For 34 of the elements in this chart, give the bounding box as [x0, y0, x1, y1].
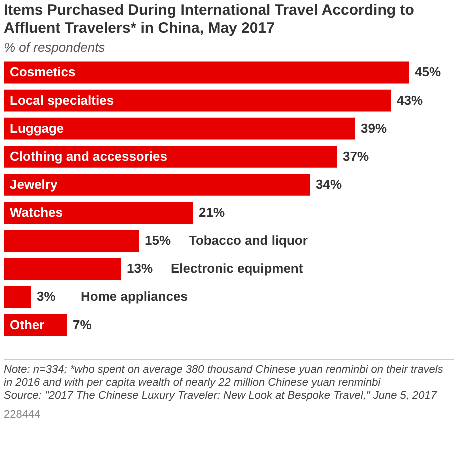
- chart-title: Items Purchased During International Travel According to Affluent Travelers* in China, May 2017: [4, 2, 416, 38]
- y-tick-label: Watches: [10, 205, 63, 220]
- text: 228444: [4, 409, 42, 422]
- data-label: 21%: [199, 205, 226, 220]
- bar: [4, 258, 121, 280]
- bar: [4, 118, 355, 140]
- data-label: 39%: [361, 120, 388, 136]
- bar: [4, 202, 193, 224]
- text: Note: n=334; *who spent on average 380 thousand Chinese yuan renminbi on their travels in 2016 and with per capita wealth of nearly 22 million Chinese yuan renminbi: [4, 364, 444, 390]
- data-label: 43%: [397, 92, 424, 108]
- y-tick-label: Cosmetics: [10, 64, 76, 80]
- y-tick-label: Jewelry: [10, 176, 58, 192]
- bar: [4, 230, 139, 252]
- y-tick-label: Home appliances: [81, 289, 188, 304]
- bar: [4, 286, 31, 308]
- data-label: 37%: [343, 148, 370, 164]
- data-label: 7%: [73, 317, 92, 332]
- y-tick-label: Luggage: [10, 120, 64, 136]
- y-tick-label: Other: [10, 317, 45, 332]
- y-tick-label: Tobacco and liquor: [189, 233, 308, 248]
- data-label: 15%: [145, 233, 172, 248]
- data-label: 45%: [415, 64, 442, 80]
- data-label: 13%: [127, 261, 154, 276]
- data-label: 3%: [37, 289, 56, 304]
- source-note: Source: "2017 The Chinese Luxury Traveler: New Look at Bespoke Travel," June 5, 2017: [4, 390, 438, 403]
- bar: [4, 62, 409, 84]
- y-tick-label: Electronic equipment: [171, 261, 304, 276]
- data-label: 34%: [316, 176, 342, 192]
- bar: [4, 174, 310, 196]
- y-tick-label: Clothing and accessories: [10, 148, 168, 164]
- bar: [4, 146, 337, 168]
- bar: [4, 90, 391, 112]
- chart-subtitle: % of respondents: [4, 40, 106, 55]
- y-tick-label: Local specialties: [10, 92, 114, 108]
